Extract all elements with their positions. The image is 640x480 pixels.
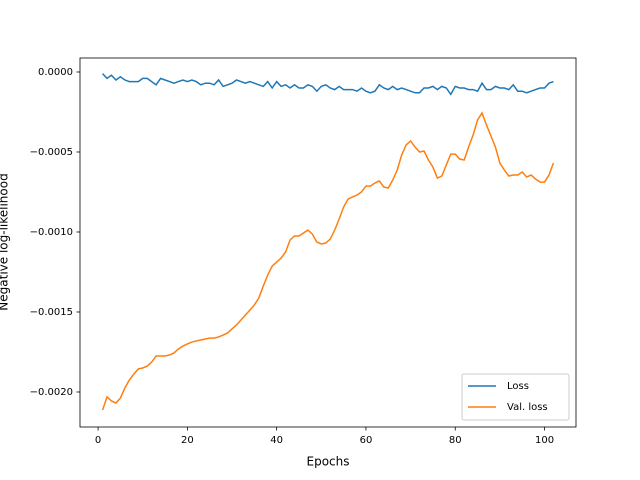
y-tick-label: −0.0020	[30, 387, 73, 398]
plot-frame	[79, 57, 577, 428]
y-tick-label: −0.0015	[30, 307, 73, 318]
x-tick-label: 20	[181, 435, 194, 446]
x-axis-label: Epochs	[307, 455, 350, 469]
series-line	[102, 73, 554, 96]
x-tick-label: 80	[449, 435, 462, 446]
legend-label: Loss	[507, 381, 529, 392]
x-tick-label: 60	[360, 435, 373, 446]
y-axis-label: Negative log-likelihood	[0, 173, 11, 310]
legend-label: Val. loss	[507, 402, 548, 413]
y-tick-label: −0.0010	[30, 227, 73, 238]
y-tick-label: 0.0000	[38, 67, 73, 78]
series-line	[101, 111, 555, 411]
y-tick-label: −0.0005	[30, 147, 73, 158]
x-tick-label: 40	[270, 435, 283, 446]
x-tick-label: 0	[95, 435, 101, 446]
legend: Loss Val. loss	[461, 373, 570, 421]
x-tick-label: 100	[535, 435, 554, 446]
